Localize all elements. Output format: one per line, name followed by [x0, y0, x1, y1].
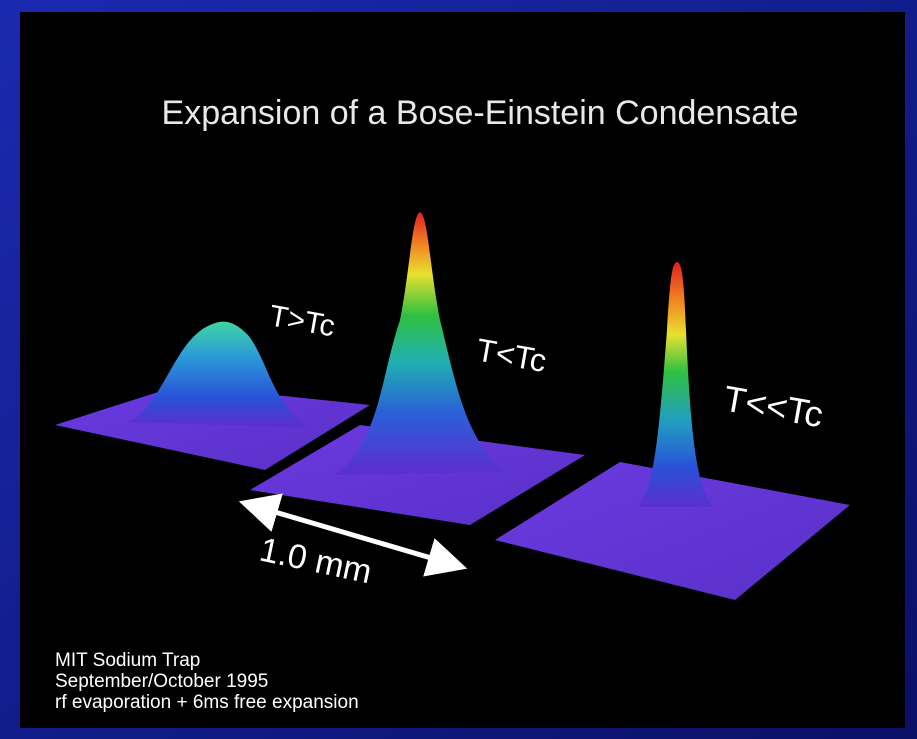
footer-line: MIT Sodium Trap	[55, 650, 200, 671]
slide: Expansion of a Bose-Einstein Condensate …	[0, 0, 917, 739]
footer-line: September/October 1995	[55, 671, 268, 692]
footer-line: rf evaporation + 6ms free expansion	[55, 692, 359, 713]
title: Expansion of a Bose-Einstein Condensate	[162, 94, 799, 132]
